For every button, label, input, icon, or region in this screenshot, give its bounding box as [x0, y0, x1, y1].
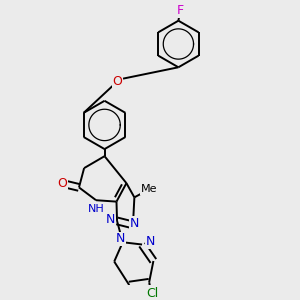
- Text: NH: NH: [88, 204, 104, 214]
- Text: N: N: [116, 232, 125, 245]
- Text: N: N: [105, 213, 115, 226]
- Text: Me: Me: [141, 184, 158, 194]
- Text: O: O: [57, 177, 67, 190]
- Text: Cl: Cl: [146, 287, 158, 300]
- Text: O: O: [112, 75, 122, 88]
- Text: N: N: [145, 235, 155, 248]
- Text: F: F: [176, 4, 183, 17]
- Text: N: N: [130, 217, 139, 230]
